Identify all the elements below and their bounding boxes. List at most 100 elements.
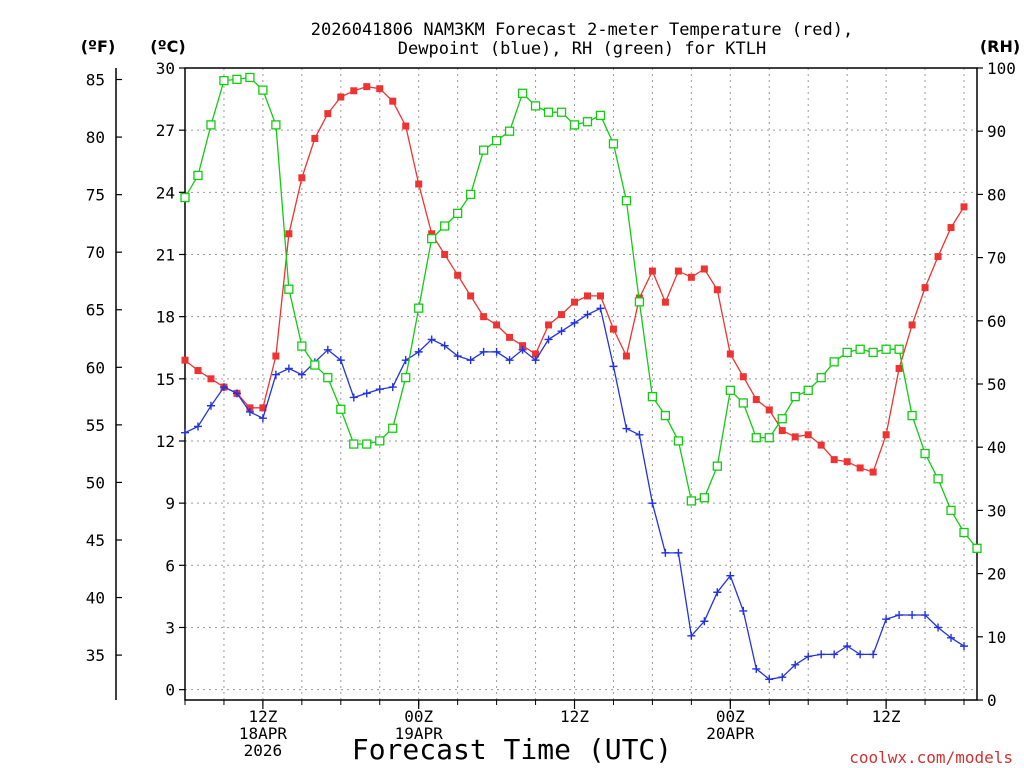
- dewpoint-point: [570, 318, 579, 327]
- celsius-tick-label: 6: [165, 556, 175, 575]
- 2-meter-temperature-point: [752, 396, 760, 404]
- 2-meter-temperature-point: [363, 83, 371, 91]
- celsius-unit-label: (ºC): [150, 37, 185, 56]
- rh-point: [777, 414, 787, 424]
- dewpoint-point: [479, 347, 488, 356]
- rh-point: [803, 385, 813, 395]
- 2-meter-temperature-point: [376, 85, 384, 93]
- rh-point: [582, 117, 593, 127]
- dewpoint-point: [297, 370, 306, 379]
- x-tick-label: 19APR: [395, 724, 444, 743]
- dewpoint-point: [791, 660, 800, 669]
- dewpoint-point: [752, 664, 761, 673]
- dewpoint-point: [349, 393, 358, 402]
- 2-meter-temperature-point: [934, 253, 942, 261]
- fahrenheit-tick-label: 35: [86, 646, 105, 665]
- celsius-tick-label: 27: [156, 121, 175, 140]
- rh-point: [738, 398, 748, 408]
- dewpoint-point: [856, 650, 865, 659]
- dewpoint-point: [271, 370, 280, 379]
- rh-point: [271, 120, 281, 130]
- fahrenheit-unit-label: (ºF): [81, 37, 116, 56]
- rh-point: [595, 110, 606, 121]
- rh-point: [310, 360, 320, 370]
- dewpoint-point: [181, 428, 189, 437]
- dewpoint-point: [440, 341, 449, 350]
- 2-meter-temperature-point: [402, 122, 410, 130]
- dewpoint-point: [219, 383, 228, 392]
- dewpoint-point: [830, 650, 839, 659]
- dewpoint-point: [895, 611, 904, 620]
- x-tick-label: 20APR: [706, 724, 755, 743]
- 2-meter-temperature-point: [596, 292, 604, 300]
- dewpoint-point: [778, 673, 787, 682]
- celsius-tick-label: 21: [156, 245, 175, 264]
- 2-meter-temperature-point: [311, 134, 319, 142]
- fahrenheit-tick-label: 65: [86, 301, 105, 320]
- 2-meter-temperature-point: [609, 325, 617, 333]
- rh-point: [284, 284, 294, 294]
- dewpoint-point: [557, 327, 566, 336]
- 2-meter-temperature-point: [272, 352, 280, 360]
- 2-meter-temperature-point: [207, 375, 215, 383]
- dewpoint-point: [375, 385, 384, 394]
- 2-meter-temperature-point: [415, 180, 423, 188]
- rh-point: [323, 373, 333, 383]
- rh-point: [621, 196, 632, 206]
- rh-point: [894, 344, 904, 354]
- fahrenheit-tick-label: 60: [86, 358, 105, 377]
- dewpoint-point: [453, 352, 462, 361]
- rh-point: [855, 344, 865, 354]
- celsius-tick-label: 9: [165, 494, 175, 513]
- dewpoint-point: [544, 335, 553, 344]
- dewpoint-point: [817, 650, 826, 659]
- 2-meter-temperature-point: [532, 350, 540, 358]
- dewpoint-point: [414, 347, 423, 356]
- rh-point: [699, 493, 709, 503]
- rh-point: [349, 439, 359, 449]
- rh-point: [920, 448, 930, 459]
- 2-meter-temperature-point: [856, 464, 864, 472]
- 2-meter-temperature-point: [739, 373, 747, 381]
- axes-layer: 0 3 6 9 12 15 18 21 24 27 30 35 40 45 50 55 60 65 70 75 80 85…: [86, 59, 1016, 760]
- dewpoint-point: [505, 356, 514, 365]
- 2-meter-temperature-point: [947, 224, 955, 232]
- rh-point: [401, 373, 411, 383]
- 2-meter-temperature-point: [843, 458, 851, 466]
- dewpoint-point: [518, 345, 527, 354]
- rh-point: [686, 496, 697, 506]
- rh-point: [504, 126, 515, 136]
- rh-point: [634, 297, 645, 307]
- rh-tick-label: 80: [987, 185, 1006, 204]
- 2-meter-temperature-point: [661, 298, 669, 306]
- fahrenheit-tick-label: 40: [86, 589, 105, 608]
- 2-meter-temperature-point: [583, 292, 591, 300]
- rh-tick-label: 10: [987, 628, 1006, 647]
- rh-point: [180, 192, 190, 203]
- rh-unit-label: (RH): [980, 37, 1020, 56]
- dewpoint-point: [258, 414, 267, 423]
- dewpoint-point: [245, 407, 254, 416]
- dewpoint-point: [921, 611, 930, 620]
- 2-meter-temperature-point: [713, 286, 721, 294]
- series-layer: [180, 72, 982, 684]
- credit-text: coolwx.com/models: [849, 748, 1013, 767]
- rh-point: [712, 461, 722, 471]
- rh-point: [764, 433, 774, 443]
- dewpoint-point: [336, 356, 345, 365]
- rh-point: [608, 139, 619, 149]
- rh-point: [219, 75, 229, 86]
- dewpoint-point: [635, 430, 644, 439]
- 2-meter-temperature-point: [882, 431, 890, 439]
- 2-meter-temperature-point: [648, 267, 656, 275]
- 2-meter-temperature-point: [687, 273, 695, 281]
- 2-meter-temperature-point: [480, 313, 488, 321]
- dewpoint-point: [869, 650, 878, 659]
- dewpoint-point: [583, 310, 592, 319]
- rh-point: [673, 436, 684, 446]
- 2-meter-temperature-point: [506, 333, 514, 341]
- rh-point: [530, 101, 541, 111]
- 2-meter-temperature-point: [493, 321, 501, 329]
- dewpoint-point: [323, 345, 332, 354]
